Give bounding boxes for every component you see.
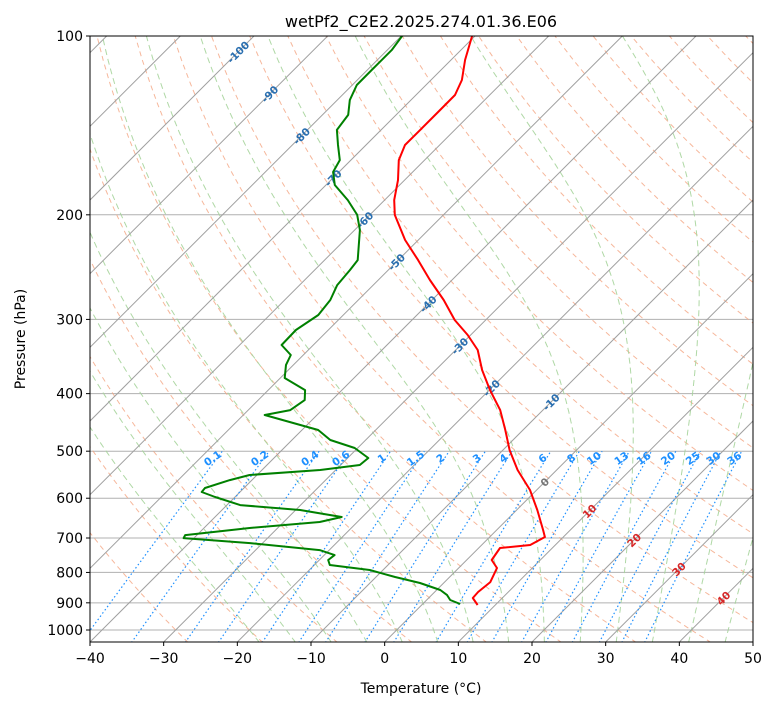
x-tick-label: 40 [670,651,688,667]
x-tick-label: 20 [523,651,541,667]
x-tick-label: −40 [75,651,105,667]
x-tick-label: 10 [449,651,467,667]
y-tick-label: 300 [56,312,83,328]
y-tick-label: 400 [56,387,83,403]
x-tick-label: −10 [296,651,326,667]
y-tick-label: 700 [56,531,83,547]
x-tick-label: 0 [380,651,389,667]
x-tick-label: −30 [149,651,179,667]
x-axis-label: Temperature (°C) [360,681,482,697]
y-tick-label: 500 [56,444,83,460]
x-tick-label: 30 [597,651,615,667]
y-tick-label: 900 [56,596,83,612]
y-axis-label: Pressure (hPa) [13,289,29,389]
y-tick-label: 800 [56,565,83,581]
x-tick-label: 50 [744,651,762,667]
x-tick-label: −20 [223,651,253,667]
y-tick-label: 200 [56,208,83,224]
y-tick-label: 600 [56,491,83,507]
y-tick-label: 100 [56,29,83,45]
chart-title: wetPf2_C2E2.2025.274.01.36.E06 [285,12,557,32]
y-tick-label: 1000 [47,623,83,639]
